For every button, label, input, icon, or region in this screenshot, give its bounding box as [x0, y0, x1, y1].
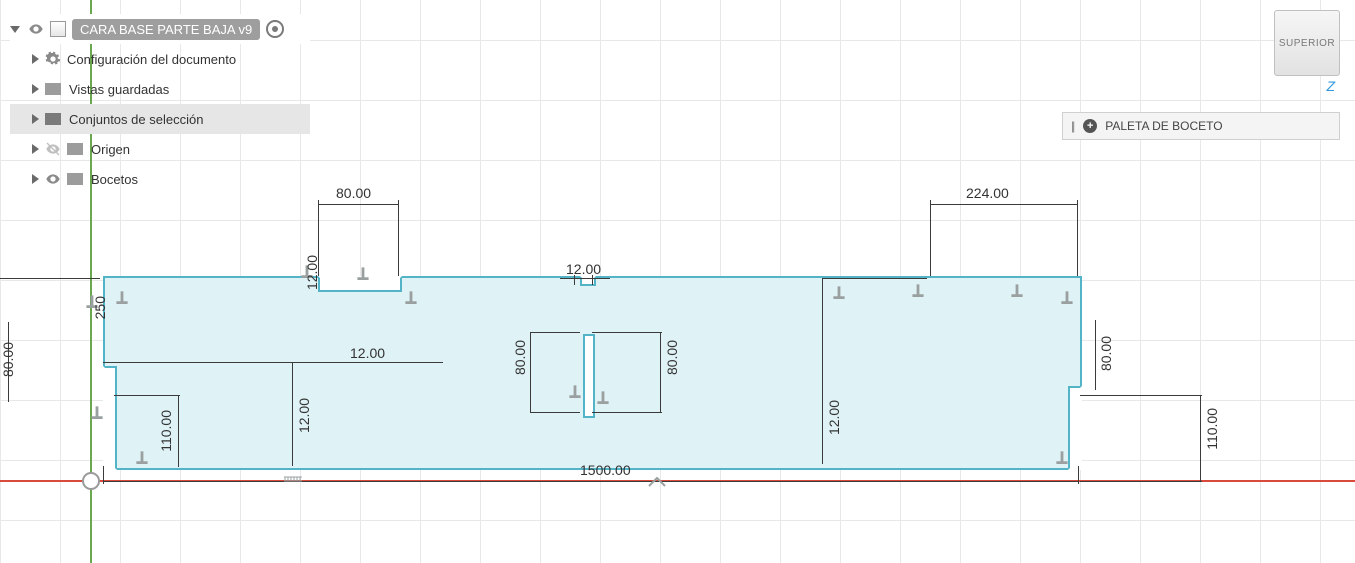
- perpendicular-icon[interactable]: [568, 384, 582, 398]
- collapse-icon[interactable]: [10, 26, 20, 33]
- perpendicular-icon[interactable]: [832, 285, 846, 299]
- dim-line[interactable]: [822, 278, 823, 464]
- expand-icon[interactable]: [32, 54, 39, 64]
- dim-ext-line: [592, 332, 662, 333]
- dim-ext-line: [114, 395, 180, 396]
- palette-label: PALETA DE BOCETO: [1105, 119, 1222, 133]
- folder-icon: [67, 173, 83, 185]
- dim-line[interactable]: [930, 204, 1077, 205]
- dim-ext-line: [1078, 466, 1079, 484]
- slot-center: [583, 334, 595, 418]
- eye-off-icon[interactable]: [45, 141, 61, 157]
- dim-12-left-v[interactable]: 12.00: [296, 398, 312, 433]
- dim-224-top[interactable]: 224.00: [966, 185, 1009, 201]
- sketch-palette-bar[interactable]: || + PALETA DE BOCETO: [1062, 112, 1340, 140]
- hatch-icon[interactable]: [284, 470, 302, 480]
- dim-line[interactable]: [103, 481, 1078, 482]
- expand-icon[interactable]: [32, 174, 39, 184]
- dim-ext-line: [103, 466, 104, 484]
- notch-right: [1068, 386, 1082, 470]
- dim-line[interactable]: [530, 332, 531, 412]
- tree-origin[interactable]: Origen: [10, 134, 310, 164]
- viewcube-face-label: SUPERIOR: [1279, 38, 1335, 49]
- perpendicular-icon[interactable]: [356, 266, 370, 280]
- dim-12-notch[interactable]: 12.00: [304, 255, 320, 290]
- dim-line[interactable]: [560, 278, 610, 279]
- perpendicular-icon[interactable]: [404, 290, 418, 304]
- tree-label: Bocetos: [91, 172, 138, 187]
- dim-ext-line: [530, 412, 580, 413]
- dim-ext-line: [930, 200, 931, 276]
- perpendicular-icon[interactable]: [1055, 450, 1069, 464]
- notch-bottom-left: [103, 366, 117, 470]
- dim-80-top[interactable]: 80.00: [336, 185, 371, 201]
- dim-110-left[interactable]: 110.00: [158, 410, 174, 452]
- z-axis-label: Z: [1326, 78, 1335, 94]
- folder-icon: [45, 83, 61, 95]
- dim-ext-line: [1080, 395, 1202, 396]
- dim-ext-line: [592, 412, 662, 413]
- dim-line[interactable]: [1200, 395, 1201, 481]
- perpendicular-icon[interactable]: [911, 283, 925, 297]
- dim-line[interactable]: [103, 362, 443, 363]
- tree-doc-settings[interactable]: Configuración del documento: [10, 44, 310, 74]
- tree-label: Conjuntos de selección: [69, 112, 203, 127]
- dim-line[interactable]: [318, 204, 398, 205]
- perpendicular-icon[interactable]: [90, 405, 104, 419]
- dim-ext-line: [822, 278, 927, 279]
- tree-selection-sets[interactable]: Conjuntos de selección: [10, 104, 310, 134]
- dim-ext-line: [530, 332, 580, 333]
- viewcube[interactable]: SUPERIOR: [1274, 10, 1340, 76]
- activate-icon[interactable]: [266, 20, 284, 38]
- tree-label: Origen: [91, 142, 130, 157]
- dim-12-slot-top[interactable]: 12.00: [566, 261, 601, 277]
- component-icon: [50, 21, 66, 37]
- dim-80-left[interactable]: 80.00: [0, 342, 16, 377]
- eye-icon[interactable]: [28, 21, 44, 37]
- dim-line[interactable]: [660, 332, 661, 412]
- perpendicular-icon[interactable]: [596, 390, 610, 404]
- tree-saved-views[interactable]: Vistas guardadas: [10, 74, 310, 104]
- dim-ext-line: [1080, 481, 1202, 482]
- dim-110-right[interactable]: 110.00: [1204, 408, 1220, 450]
- midpoint-icon[interactable]: [648, 475, 666, 485]
- grip-icon[interactable]: ||: [1071, 119, 1073, 133]
- dim-80-right-edge[interactable]: 80.00: [1098, 336, 1114, 371]
- tree-sketches[interactable]: Bocetos: [10, 164, 310, 194]
- perpendicular-icon[interactable]: [1010, 283, 1024, 297]
- perpendicular-icon[interactable]: [135, 450, 149, 464]
- dim-ext-line: [398, 200, 399, 276]
- dim-250[interactable]: 250: [92, 296, 108, 319]
- dim-line[interactable]: [178, 395, 179, 467]
- expand-icon[interactable]: [32, 84, 39, 94]
- browser-panel: CARA BASE PARTE BAJA v9 Configuración de…: [10, 14, 310, 194]
- browser-title-row[interactable]: CARA BASE PARTE BAJA v9: [10, 14, 310, 44]
- dim-80-slot-r[interactable]: 80.00: [664, 340, 680, 375]
- expand-icon[interactable]: [32, 114, 39, 124]
- eye-icon[interactable]: [45, 171, 61, 187]
- perpendicular-icon[interactable]: [1060, 290, 1074, 304]
- tree-label: Vistas guardadas: [69, 82, 169, 97]
- dim-12-long[interactable]: 12.00: [350, 345, 385, 361]
- dim-ext-line: [0, 278, 100, 279]
- dim-12-right-v[interactable]: 12.00: [826, 400, 842, 435]
- gear-icon: [45, 51, 61, 67]
- origin-point[interactable]: [82, 472, 100, 490]
- tree-label: Configuración del documento: [67, 52, 236, 67]
- dim-line[interactable]: [1095, 320, 1096, 390]
- document-title[interactable]: CARA BASE PARTE BAJA v9: [72, 19, 260, 40]
- folder-icon: [45, 113, 61, 125]
- expand-icon[interactable]: [32, 144, 39, 154]
- dim-line[interactable]: [292, 362, 293, 466]
- folder-icon: [67, 143, 83, 155]
- dim-1500[interactable]: 1500.00: [580, 462, 631, 478]
- perpendicular-icon[interactable]: [115, 290, 129, 304]
- sketch-profile[interactable]: [103, 276, 1082, 470]
- dim-ext-line: [1077, 200, 1078, 276]
- plus-icon[interactable]: +: [1083, 119, 1097, 133]
- dim-80-slot-l[interactable]: 80.00: [512, 340, 528, 375]
